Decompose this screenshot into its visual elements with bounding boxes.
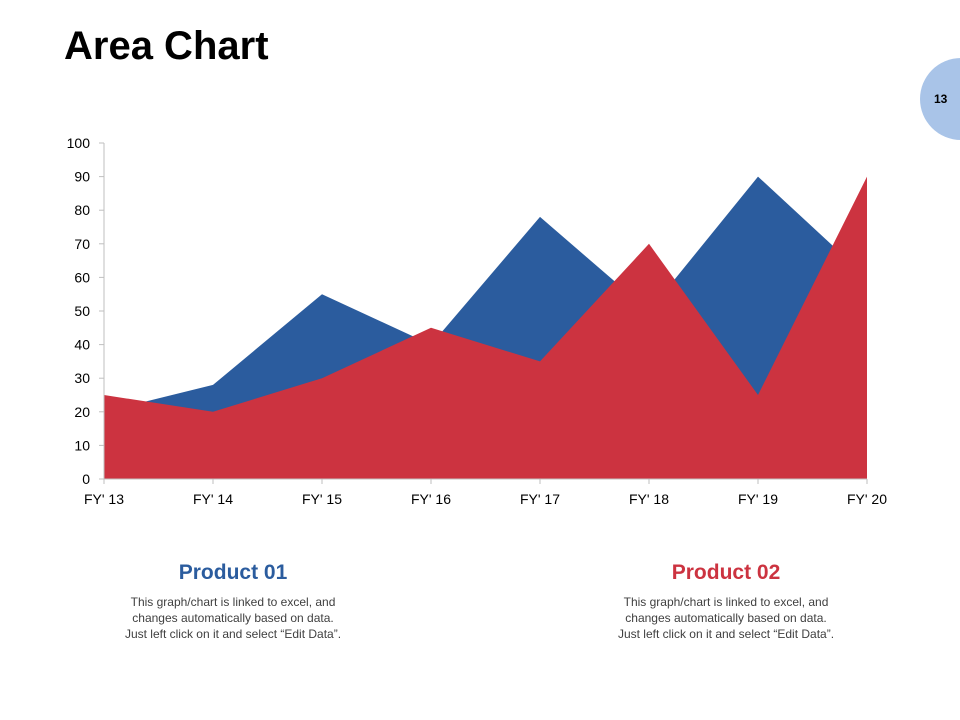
- product-02-block: Product 02 This graph/chart is linked to…: [576, 558, 876, 642]
- x-tick-label: FY' 20: [847, 491, 887, 507]
- product-01-description: This graph/chart is linked to excel, and…: [83, 594, 383, 642]
- product-02-desc-line: changes automatically based on data.: [625, 611, 827, 625]
- product-02-desc-line: This graph/chart is linked to excel, and: [623, 595, 829, 609]
- product-02-description: This graph/chart is linked to excel, and…: [576, 594, 876, 642]
- product-01-block: Product 01 This graph/chart is linked to…: [83, 558, 383, 642]
- y-tick-label: 0: [82, 471, 90, 487]
- product-01-desc-line: This graph/chart is linked to excel, and: [130, 595, 336, 609]
- x-tick-label: FY' 13: [84, 491, 124, 507]
- x-tick-label: FY' 16: [411, 491, 451, 507]
- x-tick-label: FY' 19: [738, 491, 778, 507]
- y-tick-label: 80: [74, 202, 90, 218]
- y-tick-label: 30: [74, 370, 90, 386]
- y-tick-label: 10: [74, 437, 90, 453]
- product-01-title: Product 01: [178, 561, 288, 584]
- x-tick-label: FY' 18: [629, 491, 669, 507]
- y-tick-label: 40: [74, 337, 90, 353]
- x-tick-label: FY' 17: [520, 491, 560, 507]
- series-area-product-02[interactable]: [104, 176, 867, 479]
- y-tick-label: 20: [74, 404, 90, 420]
- y-tick-label: 70: [74, 236, 90, 252]
- y-tick-label: 50: [74, 303, 90, 319]
- y-tick-label: 90: [74, 169, 90, 185]
- product-01-desc-line: changes automatically based on data.: [132, 611, 334, 625]
- y-tick-label: 100: [67, 135, 91, 151]
- product-02-desc-line: Just left click on it and select “Edit D…: [617, 627, 835, 641]
- product-01-desc-line: Just left click on it and select “Edit D…: [124, 627, 342, 641]
- product-02-title: Product 02: [671, 561, 781, 584]
- x-tick-label: FY' 14: [193, 491, 233, 507]
- slide-title: Area Chart: [64, 24, 269, 68]
- page-number: 13: [934, 92, 948, 106]
- x-tick-label: FY' 15: [302, 491, 342, 507]
- y-tick-label: 60: [74, 269, 90, 285]
